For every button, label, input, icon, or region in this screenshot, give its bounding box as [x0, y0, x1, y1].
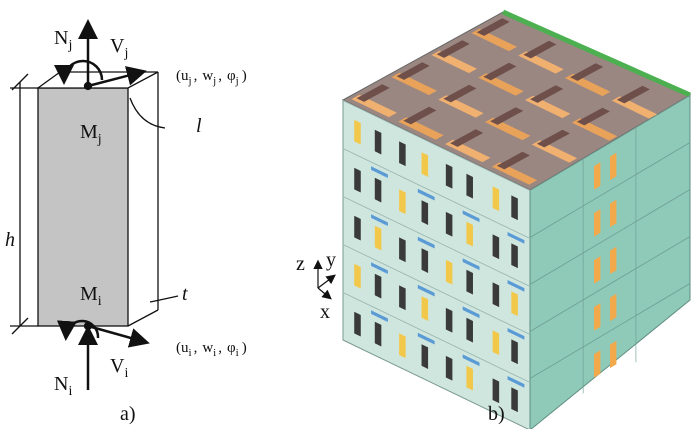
- dof-symbol: φ: [227, 68, 236, 84]
- window: [422, 344, 429, 369]
- window: [493, 186, 500, 211]
- window: [375, 274, 382, 299]
- window: [375, 322, 382, 347]
- axis-label: y: [326, 249, 336, 271]
- window: [375, 130, 382, 155]
- window: [399, 333, 406, 358]
- window: [610, 200, 616, 227]
- separator: ,: [194, 340, 198, 356]
- window: [422, 152, 429, 177]
- dof-subscript: j: [212, 75, 216, 87]
- dof-label: (uj,wj,φj): [176, 68, 247, 87]
- bracket: ): [242, 68, 247, 84]
- window: [399, 141, 406, 166]
- axis-label: x: [320, 301, 330, 323]
- dof-subscript: i: [236, 347, 239, 359]
- window: [610, 341, 616, 368]
- dof-subscript: j: [188, 75, 192, 87]
- separator: ,: [218, 68, 222, 84]
- force-label: Vj: [110, 35, 128, 61]
- window: [466, 222, 473, 247]
- force-label: Ni: [54, 373, 72, 399]
- window: [466, 366, 473, 391]
- length-label: l: [196, 115, 202, 137]
- window: [446, 308, 453, 333]
- window: [511, 387, 518, 412]
- separator: ,: [194, 68, 198, 84]
- window: [594, 209, 600, 236]
- window: [399, 237, 406, 262]
- window: [466, 318, 473, 343]
- dof-symbol: φ: [227, 340, 236, 356]
- panel-joint: [636, 127, 637, 362]
- separator: ,: [218, 340, 222, 356]
- dof-symbol: w: [202, 68, 213, 84]
- bracket: ): [242, 340, 247, 356]
- window: [354, 120, 361, 145]
- window: [375, 178, 382, 203]
- column-diagram: [10, 24, 178, 390]
- panel-joint: [583, 158, 584, 393]
- axis-label: z: [296, 253, 305, 275]
- window: [610, 153, 616, 180]
- force-label: Nj: [54, 27, 72, 53]
- dof-symbol: w: [202, 340, 213, 356]
- window: [399, 189, 406, 214]
- window: [511, 243, 518, 268]
- force-label: Vi: [110, 355, 128, 381]
- window: [493, 234, 500, 259]
- window: [446, 260, 453, 285]
- dof-subscript: i: [213, 347, 216, 359]
- dof-subscript: i: [189, 347, 192, 359]
- window: [511, 291, 518, 316]
- window: [594, 162, 600, 189]
- caption: b): [488, 403, 505, 425]
- window: [354, 168, 361, 193]
- window: [375, 226, 382, 251]
- window: [493, 282, 500, 307]
- caption: a): [120, 403, 136, 425]
- figure: Nj Vj Mj l h Mi t Ni Vi (uj,wj,φj) (ui,w…: [0, 0, 692, 429]
- window: [594, 303, 600, 330]
- window: [466, 270, 473, 295]
- window: [446, 164, 453, 189]
- window: [354, 264, 361, 289]
- window: [354, 312, 361, 337]
- window: [493, 378, 500, 403]
- dof-label: (ui,wi,φi): [176, 340, 247, 359]
- window: [594, 350, 600, 377]
- window: [511, 195, 518, 220]
- window: [446, 356, 453, 381]
- thickness-label: t: [182, 283, 188, 305]
- window: [422, 296, 429, 321]
- window: [354, 216, 361, 241]
- window: [594, 256, 600, 283]
- window: [511, 339, 518, 364]
- height-label: h: [5, 229, 15, 251]
- dof-subscript: j: [235, 75, 239, 87]
- window: [610, 247, 616, 274]
- window: [422, 200, 429, 225]
- building-model: [343, 12, 690, 429]
- window: [466, 174, 473, 199]
- window: [493, 330, 500, 355]
- window: [422, 248, 429, 273]
- window: [446, 212, 453, 237]
- window: [399, 285, 406, 310]
- window: [610, 294, 616, 321]
